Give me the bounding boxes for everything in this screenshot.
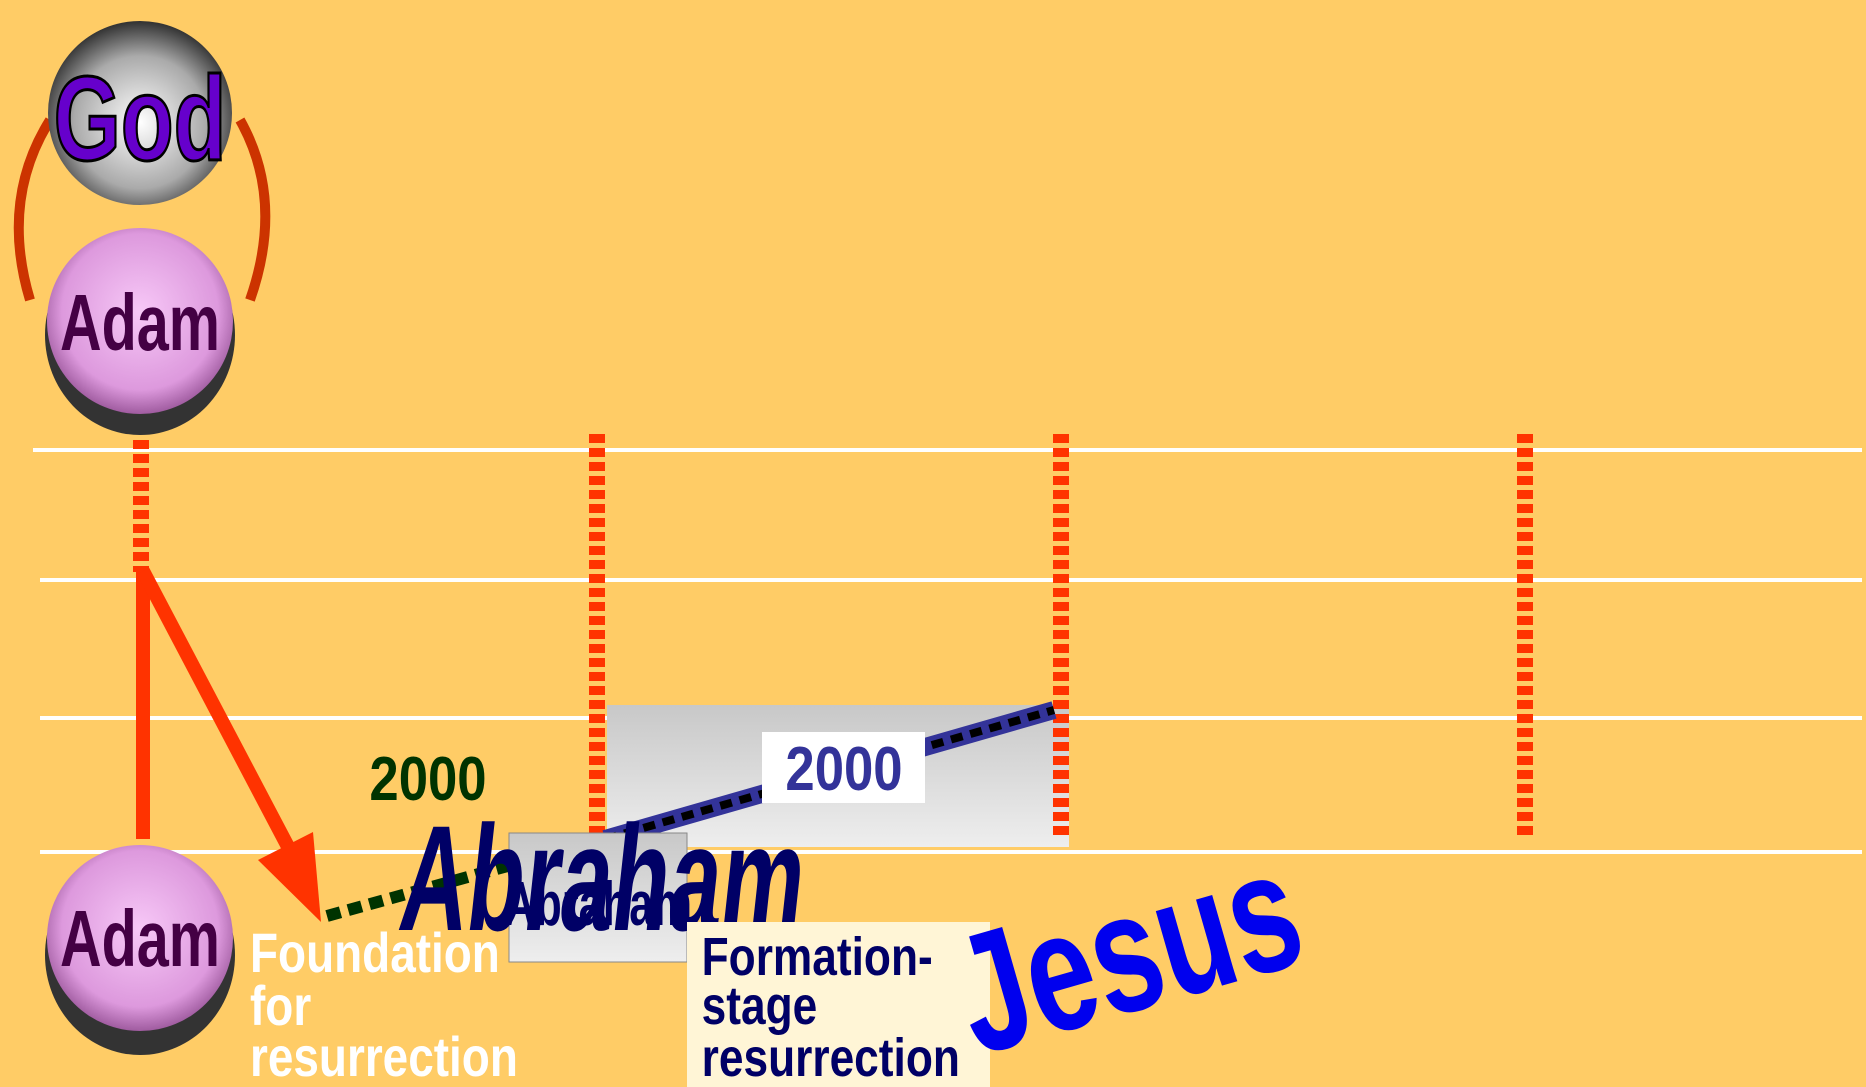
page: God Adam Adam 2000 2000 Abraham Abraham … [0, 0, 1866, 1087]
god-label: God [54, 52, 227, 186]
diagram: God Adam Adam 2000 2000 Abraham Abraham … [0, 0, 1866, 1087]
adam-bottom-label: Adam [60, 894, 220, 984]
abraham-small: Abraham [504, 871, 692, 939]
foundation-line: resurrection [250, 1026, 518, 1087]
jesus-label: Jesus [935, 814, 1321, 1087]
formation-line: resurrection [702, 1028, 960, 1087]
adam-top-label: Adam [60, 278, 220, 368]
years-blue: 2000 [785, 735, 902, 804]
foundation-text: Foundation for resurrection [250, 922, 518, 1087]
